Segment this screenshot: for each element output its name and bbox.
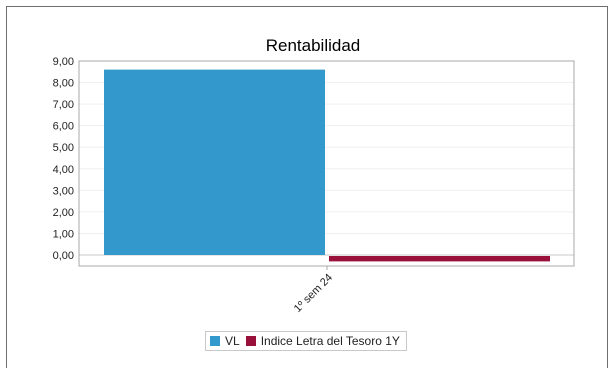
bar-indice bbox=[329, 256, 550, 262]
legend-swatch-indice bbox=[245, 336, 256, 346]
legend-swatch-vl bbox=[210, 336, 220, 346]
legend-label-indice: Indice Letra del Tesoro 1Y bbox=[260, 334, 400, 348]
legend-item-indice: Indice Letra del Tesoro 1Y bbox=[245, 334, 400, 348]
legend-label-vl: VL bbox=[225, 334, 240, 348]
bar-vl bbox=[104, 69, 325, 255]
y-tick-label: 6,00 bbox=[53, 121, 74, 133]
y-tick-label: 5,00 bbox=[53, 142, 74, 154]
y-tick-label: 9,00 bbox=[53, 56, 74, 68]
x-category-label: 1º sem 24 bbox=[292, 272, 335, 315]
y-tick-label: 8,00 bbox=[53, 78, 74, 90]
y-tick-label: 2,00 bbox=[53, 207, 74, 219]
legend-item-vl: VL bbox=[210, 334, 240, 348]
bars bbox=[104, 69, 550, 262]
y-tick-label: 7,00 bbox=[53, 99, 74, 111]
y-tick-label: 4,00 bbox=[53, 164, 74, 176]
legend: VL Indice Letra del Tesoro 1Y bbox=[205, 331, 407, 351]
y-tick-label: 0,00 bbox=[53, 250, 74, 262]
chart-title: Rentabilidad bbox=[266, 36, 361, 55]
y-tick-label: 1,00 bbox=[53, 228, 74, 240]
y-tick-label: 3,00 bbox=[53, 185, 74, 197]
x-axis: 1º sem 24 bbox=[292, 266, 335, 315]
y-axis: 0,00 1,00 2,00 3,00 4,00 5,00 6,00 7,00 8,00 9,00 bbox=[53, 56, 74, 262]
